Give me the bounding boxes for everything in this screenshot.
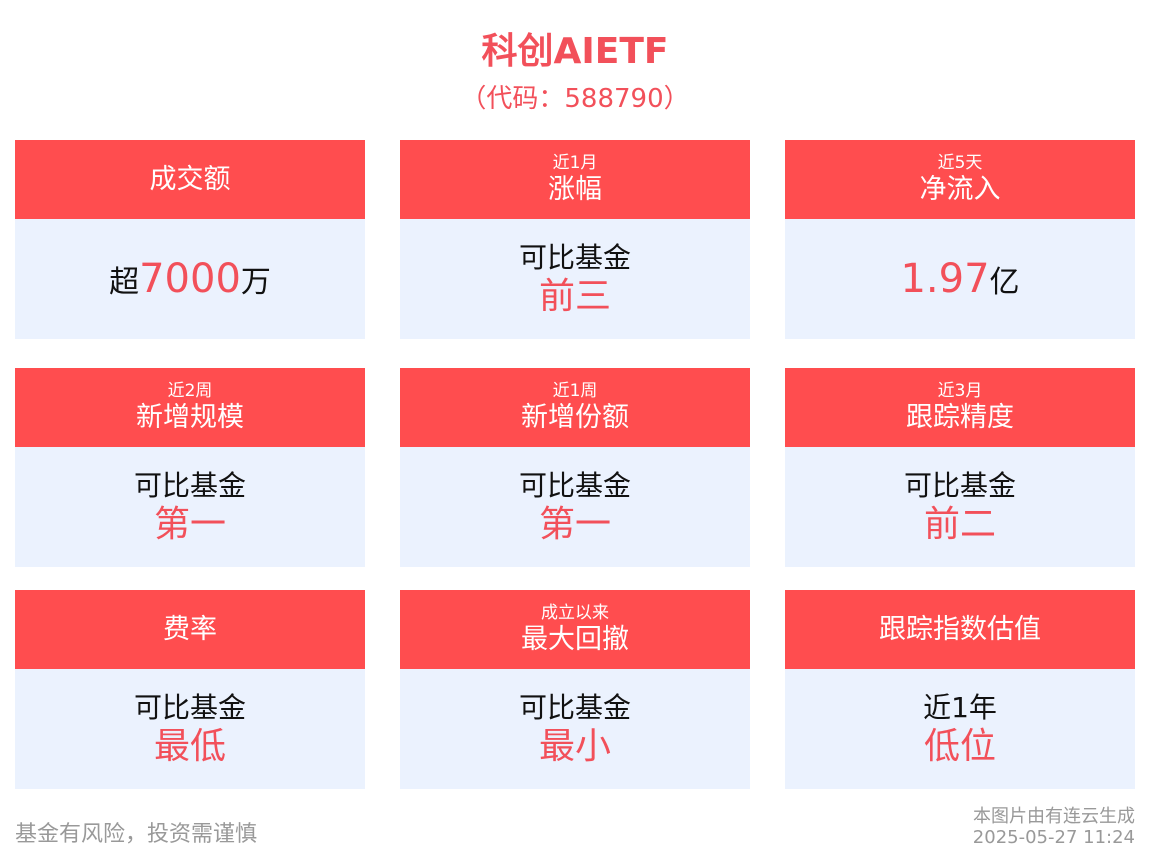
card-subtitle: 近5天 <box>937 152 983 173</box>
card-label: 可比基金 <box>518 691 631 724</box>
card-title: 新增规模 <box>136 401 244 433</box>
card-title: 成交额 <box>149 163 231 195</box>
card-header: 近2周 新增规模 <box>15 368 365 447</box>
page-title: 科创AIETF <box>481 31 669 72</box>
card-rank: 低位 <box>923 726 996 767</box>
metric-card: 费率 可比基金 最低 <box>15 590 365 789</box>
metric-card: 近3月 跟踪精度 可比基金 前二 <box>785 368 1135 567</box>
card-rank: 前三 <box>538 276 611 317</box>
card-rank: 最低 <box>153 726 226 767</box>
card-body: 可比基金 最小 <box>400 669 750 789</box>
card-title: 涨幅 <box>548 173 602 205</box>
card-body: 可比基金 前三 <box>400 219 750 339</box>
value-prefix: 超 <box>109 265 140 300</box>
metric-card: 跟踪指数估值 近1年 低位 <box>785 590 1135 789</box>
fund-code: （代码：588790） <box>460 84 690 114</box>
value-number: 1.97 <box>900 256 990 302</box>
card-body: 可比基金 最低 <box>15 669 365 789</box>
card-body: 1.97亿 <box>785 219 1135 339</box>
card-body: 可比基金 第一 <box>15 447 365 567</box>
card-value: 1.97亿 <box>900 256 1019 302</box>
footer-source: 本图片由有连云生成 2025-05-27 11:24 <box>973 806 1135 848</box>
value-unit: 亿 <box>989 265 1020 300</box>
metric-card: 近1月 涨幅 可比基金 前三 <box>400 140 750 339</box>
card-rank: 第一 <box>153 504 226 545</box>
card-title: 净流入 <box>919 173 1001 205</box>
value-unit: 万 <box>240 265 271 300</box>
card-rank: 最小 <box>538 726 611 767</box>
metric-card: 近2周 新增规模 可比基金 第一 <box>15 368 365 567</box>
card-header: 近1周 新增份额 <box>400 368 750 447</box>
card-body: 近1年 低位 <box>785 669 1135 789</box>
card-title: 费率 <box>163 613 217 645</box>
card-label: 可比基金 <box>518 241 631 274</box>
card-rank: 第一 <box>538 504 611 545</box>
card-body: 可比基金 前二 <box>785 447 1135 567</box>
card-title: 跟踪指数估值 <box>879 613 1041 645</box>
metric-card: 近1周 新增份额 可比基金 第一 <box>400 368 750 567</box>
risk-disclaimer: 基金有风险，投资需谨慎 <box>15 822 258 847</box>
card-header: 近5天 净流入 <box>785 140 1135 219</box>
card-subtitle: 近2周 <box>167 380 213 401</box>
card-header: 费率 <box>15 590 365 669</box>
card-header: 成立以来 最大回撤 <box>400 590 750 669</box>
card-title: 最大回撤 <box>521 623 629 655</box>
card-subtitle: 近3月 <box>937 380 983 401</box>
card-header: 跟踪指数估值 <box>785 590 1135 669</box>
card-label: 可比基金 <box>518 469 631 502</box>
card-header: 近3月 跟踪精度 <box>785 368 1135 447</box>
card-body: 可比基金 第一 <box>400 447 750 567</box>
card-label: 近1年 <box>923 691 997 724</box>
card-subtitle: 近1周 <box>552 380 598 401</box>
source-text: 本图片由有连云生成 <box>973 806 1135 827</box>
card-subtitle: 成立以来 <box>541 602 609 623</box>
card-title: 新增份额 <box>521 401 629 433</box>
card-title: 跟踪精度 <box>906 401 1014 433</box>
metric-card: 成立以来 最大回撤 可比基金 最小 <box>400 590 750 789</box>
metric-card: 近5天 净流入 1.97亿 <box>785 140 1135 339</box>
card-header: 成交额 <box>15 140 365 219</box>
card-label: 可比基金 <box>133 469 246 502</box>
timestamp: 2025-05-27 11:24 <box>972 827 1135 848</box>
card-body: 超7000万 <box>15 219 365 339</box>
card-rank: 前二 <box>923 504 996 545</box>
card-value: 超7000万 <box>109 256 271 302</box>
metric-card: 成交额超7000万 <box>15 140 365 339</box>
card-subtitle: 近1月 <box>552 152 598 173</box>
card-label: 可比基金 <box>903 469 1016 502</box>
card-label: 可比基金 <box>133 691 246 724</box>
card-header: 近1月 涨幅 <box>400 140 750 219</box>
value-number: 7000 <box>139 256 241 302</box>
